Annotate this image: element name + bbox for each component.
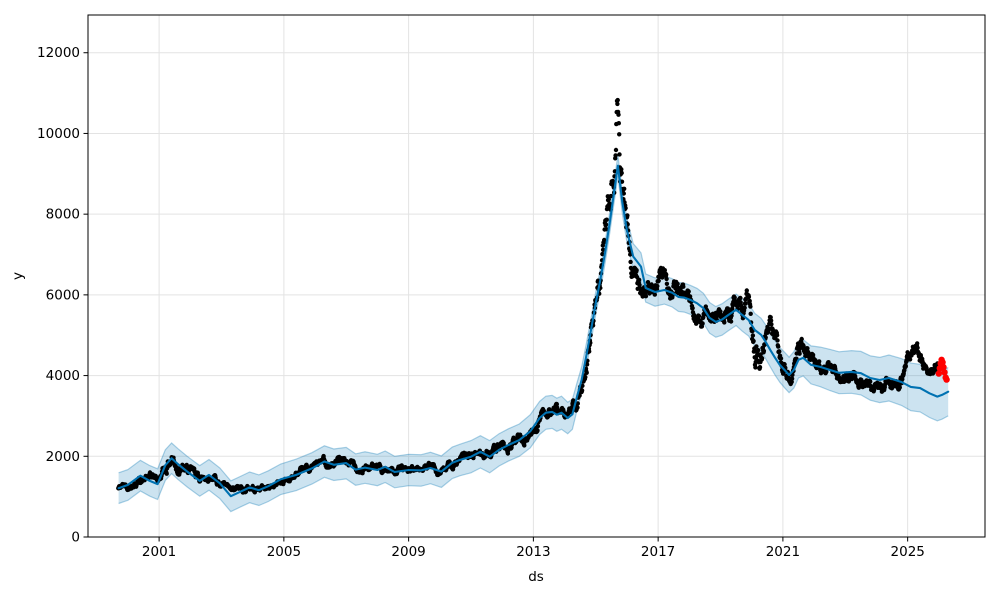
x-tick-label: 2005	[267, 544, 301, 560]
y-tick-label: 8000	[46, 207, 80, 223]
observations-layer	[116, 97, 941, 495]
y-tick-label: 2000	[46, 449, 80, 465]
y-tick-label: 4000	[46, 368, 80, 384]
x-axis-tick-labels: 2001 2005 2009 2013 2017 2021 2025	[142, 544, 925, 560]
future-point	[943, 376, 950, 383]
x-tick-label: 2013	[516, 544, 550, 560]
grid-lines	[88, 15, 985, 538]
x-tick-label: 2021	[766, 544, 800, 560]
y-tick-label: 6000	[46, 287, 80, 303]
x-axis-label: ds	[528, 569, 544, 585]
x-tick-label: 2017	[641, 544, 675, 560]
y-tick-label: 0	[71, 530, 80, 546]
future-point	[939, 359, 946, 366]
x-tick-label: 2009	[391, 544, 425, 560]
future-forecast-points	[935, 356, 950, 383]
future-point	[935, 370, 942, 377]
y-tick-label: 10000	[37, 126, 80, 142]
x-tick-label: 2025	[891, 544, 925, 560]
y-tick-label: 12000	[37, 45, 80, 61]
x-tick-label: 2001	[142, 544, 176, 560]
axes-frame	[83, 14, 986, 542]
y-axis-label: y	[10, 272, 26, 280]
future-point	[940, 363, 947, 371]
y-axis-tick-labels: 0 2000 4000 6000 8000 10000 12000	[37, 45, 80, 545]
future-point	[941, 369, 948, 376]
forecast-line	[117, 164, 950, 498]
